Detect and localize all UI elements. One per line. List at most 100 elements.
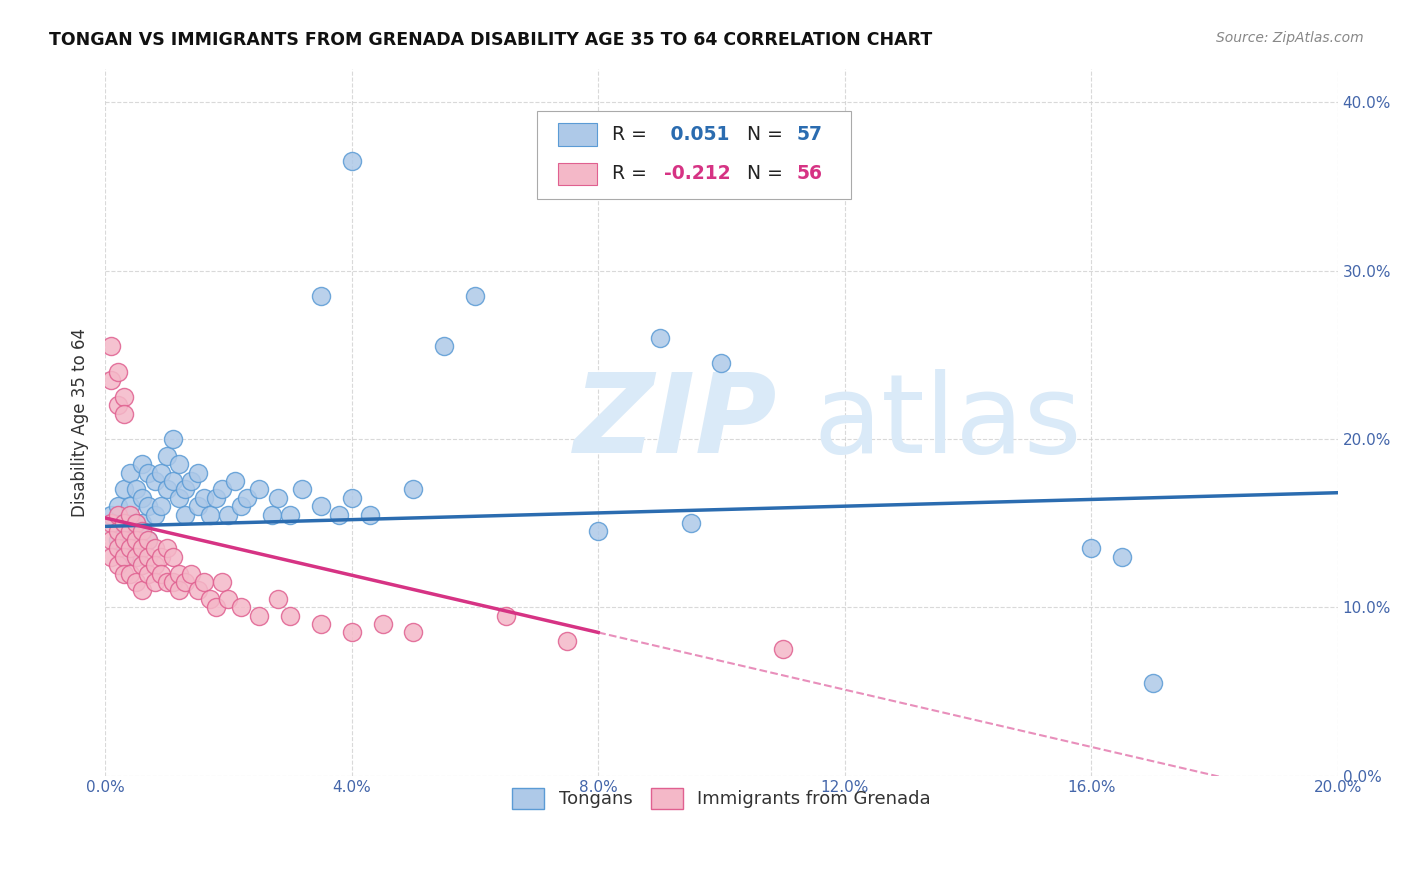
Point [309,617,332,632]
Point [359,508,381,522]
Text: TONGAN VS IMMIGRANTS FROM GRENADA DISABILITY AGE 35 TO 64 CORRELATION CHART: TONGAN VS IMMIGRANTS FROM GRENADA DISABI… [49,31,932,49]
Point [167,566,190,581]
Point [107,508,129,522]
Point [162,474,184,488]
Point [679,516,702,530]
Text: 57: 57 [797,125,823,144]
Text: R =: R = [612,125,652,144]
Point [167,583,190,598]
Text: N =: N = [748,164,789,184]
Point [138,466,160,480]
Point [309,289,332,303]
Point [131,457,153,471]
Point [143,558,166,573]
Point [138,533,160,547]
Point [125,483,148,497]
Point [138,566,160,581]
Point [187,499,209,513]
Point [112,516,135,530]
Point [174,508,197,522]
Point [138,533,160,547]
Point [229,600,252,615]
Point [180,474,202,488]
Point [149,549,172,564]
Point [125,574,148,589]
Point [131,524,153,539]
Text: 56: 56 [797,164,823,184]
FancyBboxPatch shape [537,111,851,199]
Point [107,533,129,547]
Point [118,541,141,556]
Point [267,491,290,505]
Text: N =: N = [748,125,789,144]
Text: ZIP: ZIP [574,368,778,475]
Text: 0.051: 0.051 [664,125,728,144]
Point [156,541,179,556]
Point [236,491,259,505]
FancyBboxPatch shape [558,162,598,186]
Point [260,508,283,522]
Point [167,457,190,471]
Point [1080,541,1102,556]
Point [402,483,425,497]
Point [143,474,166,488]
Text: Source: ZipAtlas.com: Source: ZipAtlas.com [1216,31,1364,45]
Point [198,591,221,606]
Point [710,356,733,370]
Text: atlas: atlas [814,368,1083,475]
Point [205,600,228,615]
Point [162,432,184,446]
Point [193,491,215,505]
Point [162,549,184,564]
Point [278,608,301,623]
Point [198,508,221,522]
Point [205,491,228,505]
Point [118,466,141,480]
Point [557,633,579,648]
Point [100,373,122,387]
Point [340,625,363,640]
Point [278,508,301,522]
Point [648,331,671,345]
Point [247,608,270,623]
Point [100,339,122,353]
Point [131,541,153,556]
Point [371,617,394,632]
Point [138,549,160,564]
Point [118,524,141,539]
Point [174,483,197,497]
Point [1111,549,1133,564]
Point [125,533,148,547]
Point [291,483,314,497]
Point [143,574,166,589]
Point [211,483,233,497]
Point [1142,676,1164,690]
Point [149,566,172,581]
Point [187,466,209,480]
Point [112,549,135,564]
Point [118,533,141,547]
Point [112,390,135,404]
Point [118,499,141,513]
Point [267,591,290,606]
Point [112,566,135,581]
Point [149,499,172,513]
Point [187,583,209,598]
Point [217,591,239,606]
Point [138,499,160,513]
Point [131,516,153,530]
Text: -0.212: -0.212 [664,164,730,184]
Point [229,499,252,513]
Point [217,508,239,522]
Point [772,642,794,657]
Point [149,466,172,480]
Point [125,549,148,564]
Point [107,398,129,412]
Point [340,491,363,505]
Point [143,541,166,556]
Point [309,499,332,513]
Point [100,508,122,522]
Point [464,289,486,303]
Point [118,508,141,522]
Point [156,449,179,463]
